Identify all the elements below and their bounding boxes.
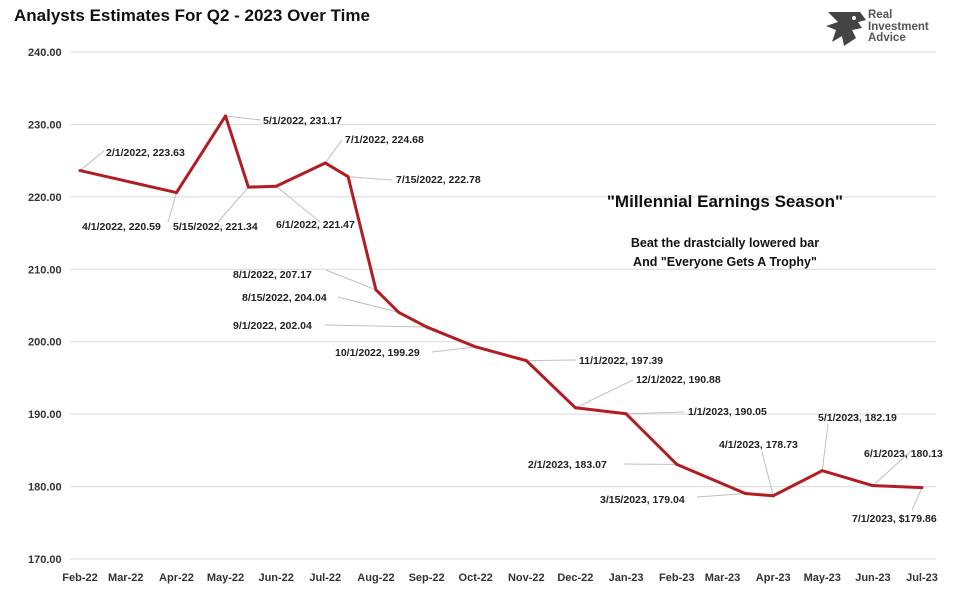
data-point — [871, 484, 875, 488]
data-point — [346, 175, 350, 179]
data-label-leader — [872, 449, 913, 486]
chart-title: Analysts Estimates For Q2 - 2023 Over Ti… — [14, 6, 370, 25]
x-tick-label: Apr-22 — [159, 572, 194, 584]
y-tick-label: 230.00 — [28, 119, 62, 131]
data-point — [624, 412, 628, 416]
data-label: 5/1/2023, 182.19 — [818, 412, 897, 424]
x-tick-label: Nov-22 — [508, 572, 545, 584]
x-tick-label: Feb-22 — [62, 572, 97, 584]
data-label: 7/1/2023, $179.86 — [852, 513, 937, 525]
data-label: 2/1/2023, 183.07 — [528, 459, 607, 471]
data-point — [675, 462, 679, 466]
data-label: 7/15/2022, 222.78 — [396, 174, 481, 186]
logo-line-1: Real — [868, 9, 893, 21]
data-label: 2/1/2022, 223.63 — [106, 147, 185, 159]
data-point — [374, 288, 378, 292]
y-tick-label: 190.00 — [28, 409, 62, 421]
x-tick-label: Sep-22 — [409, 572, 445, 584]
x-tick-label: May-22 — [207, 572, 244, 584]
logo-line-3: Advice — [868, 32, 906, 44]
data-point — [246, 185, 250, 189]
data-label-leader — [337, 296, 399, 313]
data-label: 9/1/2022, 202.04 — [233, 320, 312, 332]
x-tick-label: Mar-23 — [705, 572, 740, 584]
data-label: 6/1/2022, 221.47 — [276, 219, 355, 231]
logo-eagle-icon — [826, 12, 866, 46]
data-point — [224, 114, 228, 118]
y-tick-label: 240.00 — [28, 47, 62, 59]
x-tick-label: May-23 — [804, 572, 841, 584]
x-tick-label: Apr-23 — [756, 572, 791, 584]
data-label: 6/1/2023, 180.13 — [864, 448, 943, 460]
data-point — [524, 359, 528, 363]
x-tick-label: Oct-22 — [459, 572, 493, 584]
data-label-leader — [911, 487, 923, 511]
data-label: 12/1/2022, 190.88 — [636, 374, 721, 386]
data-label-leader — [167, 192, 177, 223]
x-tick-label: Jun-22 — [258, 572, 293, 584]
data-point — [920, 486, 924, 490]
annotation-line-1: Beat the drastcially lowered bar — [630, 236, 820, 250]
data-label-leader — [348, 176, 393, 181]
annotation-headline: "Millennial Earnings Season" — [606, 192, 844, 211]
data-label-leader — [526, 359, 577, 362]
data-label: 1/1/2023, 190.05 — [688, 406, 767, 418]
y-tick-label: 200.00 — [28, 337, 62, 349]
data-label-leader — [324, 139, 343, 164]
y-tick-label: 170.00 — [28, 554, 62, 566]
data-label: 4/1/2023, 178.73 — [719, 439, 798, 451]
data-label-leader — [626, 411, 685, 415]
x-tick-label: Mar-22 — [108, 572, 143, 584]
y-tick-label: 210.00 — [28, 264, 62, 276]
data-label-leader — [217, 186, 249, 223]
x-tick-label: Jun-23 — [855, 572, 890, 584]
data-label: 11/1/2022, 197.39 — [579, 355, 663, 367]
annotation-line-2: And "Everyone Gets A Trophy" — [633, 255, 817, 269]
data-label-leader — [696, 493, 746, 498]
data-label: 8/15/2022, 204.04 — [242, 292, 327, 304]
x-tick-label: Feb-23 — [659, 572, 694, 584]
data-label-leader — [225, 115, 262, 121]
data-label-leader — [324, 324, 427, 328]
data-point — [323, 161, 327, 165]
data-label: 8/1/2022, 207.17 — [233, 269, 312, 281]
logo-text: Real Investment Advice — [868, 9, 929, 45]
data-point — [820, 469, 824, 473]
data-label: 5/15/2022, 221.34 — [173, 221, 258, 233]
x-tick-label: Aug-22 — [357, 572, 394, 584]
data-label: 7/1/2022, 224.68 — [345, 134, 424, 146]
data-point — [425, 325, 429, 329]
data-label: 4/1/2022, 220.59 — [82, 221, 161, 233]
y-tick-label: 180.00 — [28, 482, 62, 494]
x-tick-label: Jul-22 — [309, 572, 341, 584]
data-label-leader — [275, 185, 321, 223]
data-label-leader — [325, 269, 377, 291]
data-label-leader — [821, 423, 829, 471]
data-label: 3/15/2023, 179.04 — [600, 494, 685, 506]
series-line — [79, 114, 923, 498]
data-point — [771, 494, 775, 498]
x-tick-label: Jan-23 — [609, 572, 644, 584]
data-point — [78, 169, 82, 173]
data-label-leader — [761, 451, 774, 496]
data-point — [274, 184, 278, 188]
logo-line-2: Investment — [868, 20, 929, 33]
x-tick-label: Dec-22 — [557, 572, 593, 584]
data-point — [397, 310, 401, 314]
data-label-leader — [431, 346, 476, 353]
data-point — [474, 345, 478, 349]
data-label: 10/1/2022, 199.29 — [335, 347, 420, 359]
data-point — [573, 406, 577, 410]
y-tick-label: 220.00 — [28, 192, 62, 204]
data-point — [743, 492, 747, 496]
x-tick-label: Jul-23 — [906, 572, 938, 584]
data-label-leader — [575, 379, 634, 409]
data-point — [174, 191, 178, 195]
data-label-leader — [79, 150, 105, 171]
data-label: 5/1/2022, 231.17 — [263, 115, 342, 127]
